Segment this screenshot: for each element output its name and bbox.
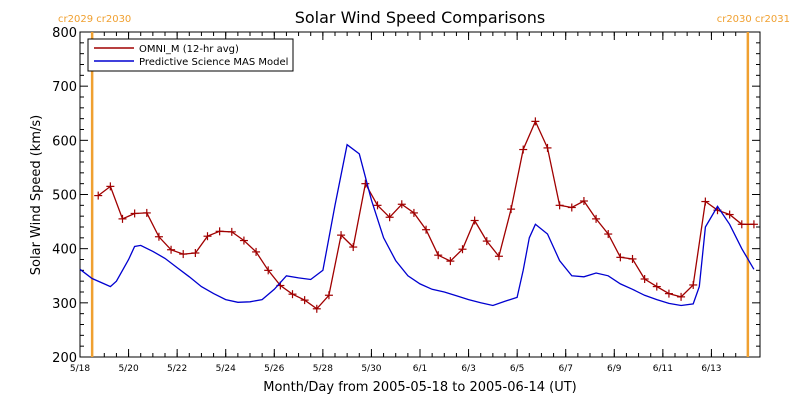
carrington-label: cr2029 cr2030 [58,14,131,25]
omni-data-point [385,213,394,222]
x-tick-label: 6/9 [607,364,622,374]
omni-data-point [361,179,370,188]
x-tick-label: 6/3 [461,364,475,374]
omni-data-point [324,291,333,300]
x-tick-label: 6/7 [558,364,572,374]
omni-data-point [494,252,503,261]
omni-data-point [640,275,649,283]
omni-data-point [106,182,115,191]
y-tick-label: 500 [52,189,77,204]
omni-data-point [482,237,491,246]
omni-data-point [227,227,236,236]
y-axis-title: Solar Wind Speed (km/s) [29,115,44,275]
carrington-boundary-layer: cr2029 cr2030 cr2030 cr2031 [58,14,790,357]
omni-data-point [592,214,601,223]
omni-data-point [519,145,528,154]
omni-data-point [264,266,273,275]
omni-data-point [677,292,686,301]
omni-data-point [749,220,758,229]
omni-data-point [616,253,625,262]
axes-layer: 200 300 400 500 600 700 800 5/18 5/20 5/22 5/24 5/2… [52,26,761,374]
x-tick-label: 5/20 [118,364,138,374]
omni-data-point [567,203,576,212]
carrington-label: cr2030 cr2031 [717,14,790,25]
series-line-model [79,143,755,307]
x-tick-label: 5/30 [361,364,381,374]
x-tick-label: 6/5 [510,364,524,374]
omni-data-point [94,191,103,200]
omni-data-point [652,282,661,291]
omni-data-point [191,249,200,257]
x-tick-label: 5/26 [264,364,284,374]
x-tick-label: 5/22 [167,364,187,374]
y-tick-label: 600 [52,134,77,149]
omni-data-point [689,280,698,289]
omni-data-point [312,304,321,313]
omni-data-point [397,200,406,209]
omni-data-point [543,143,552,152]
y-tick-label: 800 [52,26,77,41]
legend-label-omni: OMNI_M (12-hr avg) [139,44,239,55]
omni-data-point [203,232,212,241]
omni-data-point [239,236,248,245]
series-layer [79,117,758,313]
omni-data-point [737,220,746,229]
omni-data-point [555,201,564,210]
omni-data-point [300,296,309,305]
legend: OMNI_M (12-hr avg) Predictive Science MA… [87,38,294,72]
x-axis-title: Month/Day from 2005-05-18 to 2005-06-14 … [263,380,576,395]
omni-data-point [434,251,443,260]
omni-data-point [179,250,188,259]
omni-data-point [215,227,224,236]
x-tick-label: 5/18 [70,364,90,374]
legend-label-model: Predictive Science MAS Model [139,57,288,68]
y-tick-label: 700 [52,80,77,95]
y-tick-label: 200 [52,351,77,366]
x-tick-label: 6/1 [413,364,427,374]
omni-data-point [337,231,346,240]
chart-title: Solar Wind Speed Comparisons [295,8,546,27]
omni-data-point [373,201,382,210]
x-tick-label: 5/28 [313,364,333,374]
omni-data-point [422,225,431,234]
omni-data-point [458,245,467,254]
omni-data-point [531,117,540,126]
omni-data-point [142,208,151,217]
omni-data-point [118,214,127,223]
omni-data-point [446,257,455,266]
omni-data-point [470,216,479,225]
omni-data-point [409,208,418,217]
omni-data-point [288,290,297,299]
x-tick-label: 6/11 [653,364,673,374]
y-tick-label: 400 [52,243,77,258]
omni-data-point [725,210,734,219]
omni-data-point [252,247,261,256]
legend-box [87,38,294,72]
omni-data-point [579,197,588,205]
omni-data-point [167,245,176,254]
omni-data-point [628,254,637,263]
omni-data-point [154,232,163,241]
omni-data-point [349,243,358,252]
x-tick-label: 5/24 [216,364,236,374]
x-tick-label: 6/13 [701,364,721,374]
omni-data-point [701,197,710,206]
y-tick-label: 300 [52,297,77,312]
omni-data-point [507,205,516,214]
omni-data-point [130,209,139,218]
omni-data-point [604,230,613,239]
omni-data-point [664,289,673,298]
